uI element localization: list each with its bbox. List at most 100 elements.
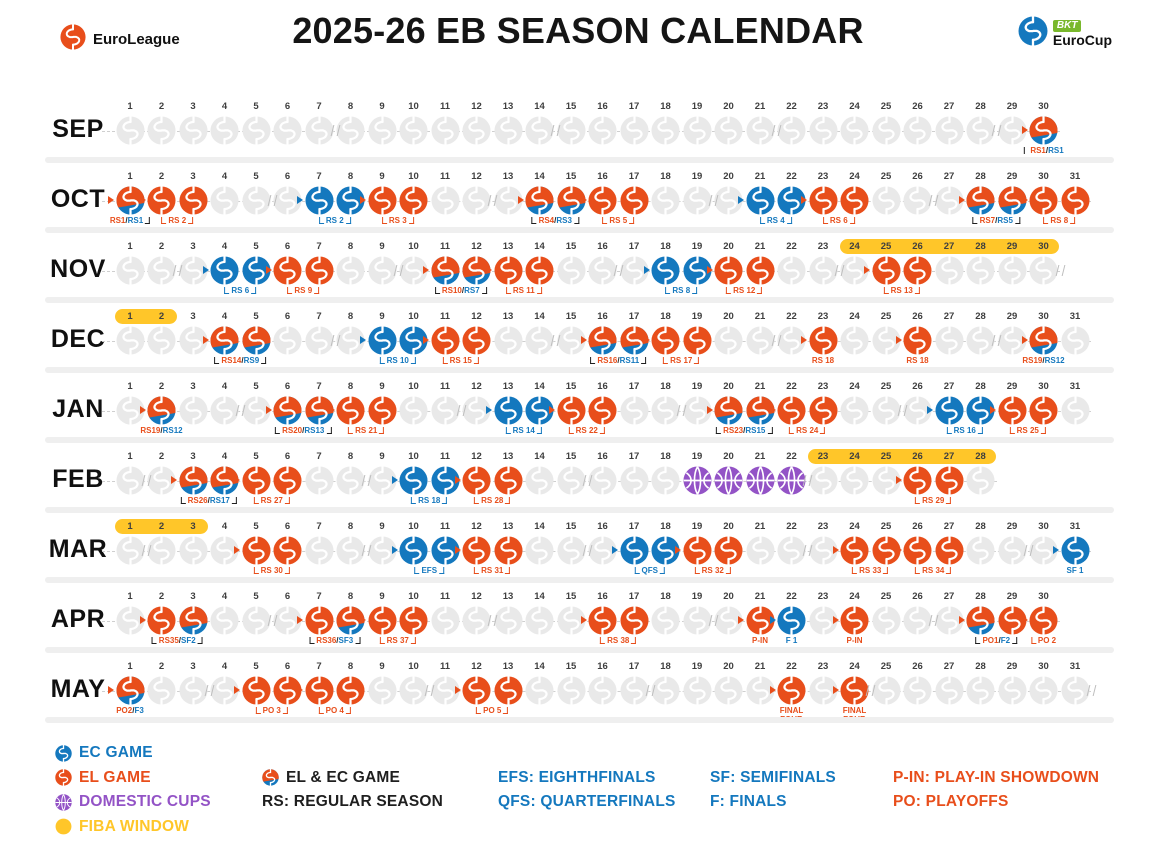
day-number: 27	[943, 451, 955, 462]
day-number: 24	[849, 591, 860, 602]
month-label: MAY	[50, 675, 106, 703]
day-number: 25	[880, 171, 892, 182]
day-number: 30	[1038, 241, 1049, 252]
inactive-day-ball	[399, 255, 428, 286]
inactive-day-ball	[588, 115, 617, 146]
event-start-arrow	[1021, 336, 1028, 344]
day-number: 8	[347, 451, 354, 462]
day-number: 11	[439, 451, 451, 462]
event-label: RS23/RS15	[716, 426, 773, 435]
inactive-day-ball	[462, 185, 491, 216]
event-label-text: /	[743, 426, 746, 435]
inactive-day-ball	[525, 535, 554, 566]
day-number: 1	[127, 171, 133, 182]
legend-item-f-finals: F: FINALS	[710, 793, 787, 811]
day-number: 14	[534, 521, 545, 532]
day-number: 6	[284, 451, 291, 462]
day-number: 31	[1069, 311, 1081, 322]
event-start-arrow	[454, 686, 461, 694]
el-game-ball	[840, 535, 869, 566]
event-label-text: RS 18	[811, 356, 835, 365]
event-label: RS 2	[161, 216, 194, 225]
day-number: 10	[408, 451, 419, 462]
inactive-day-ball	[493, 325, 523, 356]
event-label-text: /	[241, 356, 244, 365]
day-number: 11	[439, 661, 451, 672]
event-label-text: RS 34	[922, 566, 945, 575]
inactive-day-ball	[777, 115, 806, 146]
ec-game-ball	[399, 465, 428, 496]
event-label-text: RS23	[723, 426, 744, 435]
day-number: 20	[723, 661, 734, 672]
event-start-arrow	[108, 196, 114, 204]
bracket-mark	[641, 357, 647, 364]
event-label-text: /	[125, 216, 128, 225]
event-label: RS1/RS1	[1023, 146, 1064, 155]
day-number: 8	[347, 661, 354, 672]
el-game-ball	[462, 465, 491, 496]
inactive-day-ball	[651, 115, 680, 146]
fiba-window-band	[115, 309, 177, 324]
inactive-day-ball	[714, 675, 743, 706]
ec-game-icon	[55, 744, 72, 762]
event-label-text: RS 12	[733, 286, 756, 295]
event-label-text: RS 18	[906, 356, 929, 365]
inactive-day-ball	[714, 115, 743, 146]
day-number: 28	[975, 171, 986, 182]
domestic-cup-ball	[777, 466, 806, 495]
inactive-day-ball	[304, 465, 334, 496]
day-number: 1	[127, 521, 133, 532]
day-number: 14	[534, 381, 545, 392]
ec-game-ball	[651, 535, 680, 566]
bracket-mark	[915, 497, 921, 504]
inactive-day-ball	[840, 395, 869, 426]
day-number: 15	[565, 241, 577, 252]
inactive-day-ball	[808, 115, 838, 146]
bracket-mark	[852, 567, 858, 574]
day-number: 23	[817, 591, 829, 602]
day-number: 21	[754, 101, 766, 112]
inactive-day-ball	[808, 535, 838, 566]
event-start-arrow	[391, 476, 398, 484]
event-label-text: RS36	[316, 636, 337, 645]
day-number: 12	[471, 591, 482, 602]
inactive-day-ball	[619, 255, 649, 286]
event-label: RS10/RS7	[434, 286, 487, 295]
day-number: 7	[316, 171, 322, 182]
day-number: 9	[379, 521, 385, 532]
event-label-text: RS16	[597, 356, 618, 365]
day-number: 20	[723, 241, 734, 252]
event-start-arrow	[895, 336, 902, 344]
day-number: 13	[502, 381, 514, 392]
el-game-ball	[934, 465, 964, 496]
day-number: 21	[754, 171, 766, 182]
day-number: 8	[347, 381, 354, 392]
event-label: RS 8	[1043, 216, 1076, 225]
el-game-ball	[588, 185, 617, 216]
inactive-day-ball	[304, 115, 334, 146]
legend-label: FIBA WINDOW	[79, 817, 190, 835]
inactive-day-ball	[556, 605, 586, 636]
event-label-text: RS 25	[1016, 426, 1039, 435]
event-label-text: RS11	[619, 356, 640, 365]
day-number: 2	[158, 591, 165, 602]
day-number: 7	[316, 591, 322, 602]
el-game-icon	[55, 768, 72, 787]
day-number: 3	[190, 591, 196, 602]
event-label: RS20/RS13	[275, 426, 332, 435]
bracket-mark	[345, 707, 351, 714]
day-number: 25	[880, 451, 892, 462]
day-number: 3	[190, 661, 196, 672]
bracket-mark	[531, 217, 537, 224]
event-start-arrow	[675, 546, 681, 554]
bracket-mark	[231, 497, 237, 504]
day-number: 14	[534, 241, 545, 252]
event-start-arrow	[139, 196, 146, 204]
day-number: 7	[316, 451, 322, 462]
bracket-mark	[505, 497, 511, 504]
el-game-ball	[273, 535, 302, 566]
day-number: 8	[347, 521, 354, 532]
el-ec-game-ball	[588, 325, 617, 356]
inactive-day-ball	[1060, 325, 1090, 356]
